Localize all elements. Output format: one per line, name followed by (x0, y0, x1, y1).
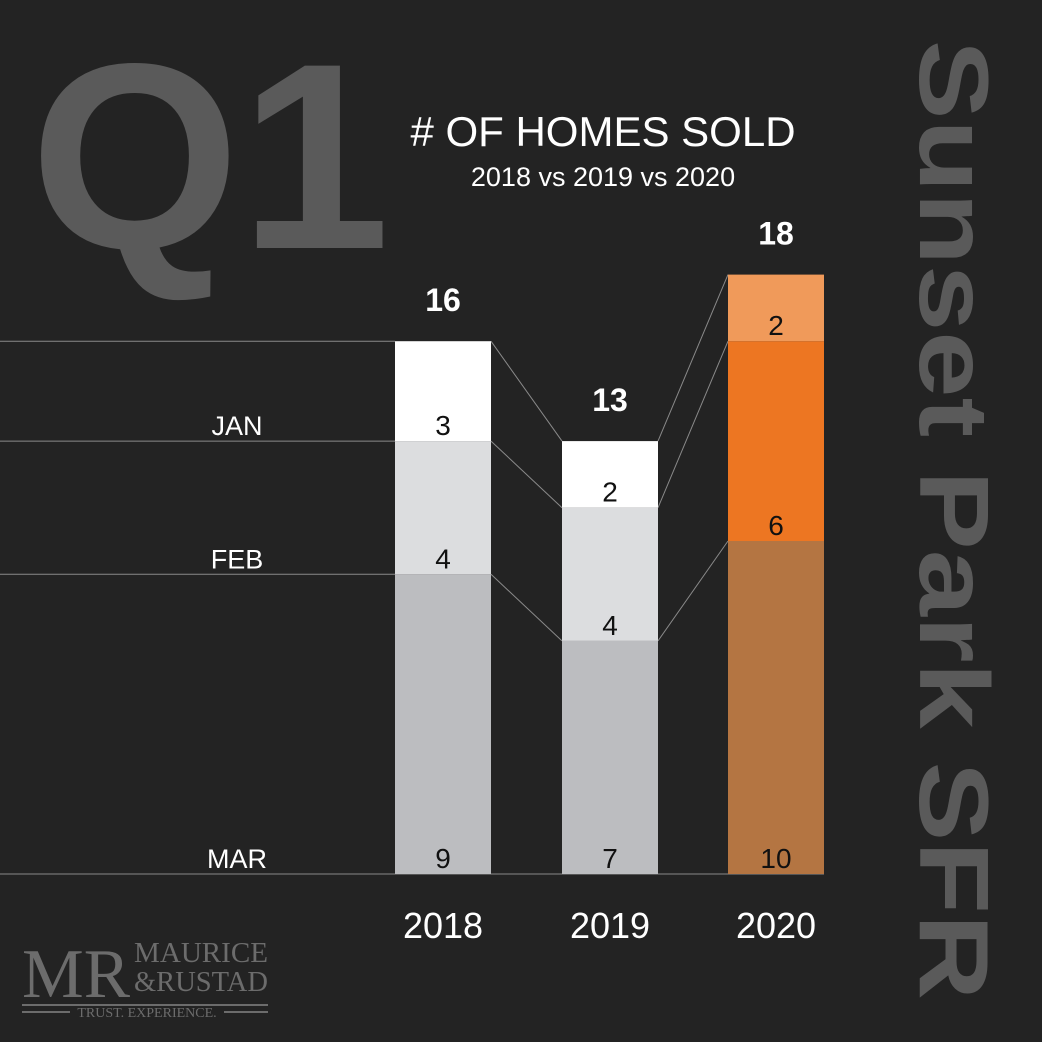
connector-2018-2019-feb (490, 440, 563, 509)
value-label-2019-jan: 2 (602, 477, 618, 508)
bar-2020-feb (728, 341, 824, 541)
chart-subtitle: 2018 vs 2019 vs 2020 (471, 162, 735, 192)
total-label-2020: 18 (758, 216, 794, 252)
legend-label-feb: FEB (211, 544, 264, 574)
legend-label-jan: JAN (211, 411, 262, 441)
quarter-label: Q1 (30, 9, 390, 305)
bar-2019-mar (562, 640, 658, 874)
value-label-2019-mar: 7 (602, 843, 618, 874)
value-label-2018-jan: 3 (435, 410, 451, 441)
bar-2020-jan (728, 274, 824, 342)
value-label-2018-feb: 4 (435, 543, 451, 574)
x-tick-2020: 2020 (736, 905, 816, 946)
value-label-2020-mar: 10 (760, 843, 791, 874)
chart-title: # OF HOMES SOLD (410, 108, 795, 155)
bar-2019-feb (562, 507, 658, 641)
legend-label-mar: MAR (207, 844, 267, 874)
connector-2018-2019-jan (490, 340, 563, 442)
bar-2018-feb (395, 441, 491, 575)
connector-2018-2019-mar (490, 573, 563, 642)
logo-name-line2: &RUSTAD (134, 967, 268, 998)
x-tick-2018: 2018 (403, 905, 483, 946)
bar-2020-mar (728, 541, 824, 874)
logo-name-line1: MAURICE (134, 938, 268, 969)
connector-2019-2020-feb (657, 341, 729, 508)
value-label-2018-mar: 9 (435, 843, 451, 874)
logo-tagline: TRUST. EXPERIENCE. (77, 1006, 216, 1021)
connector-2019-2020-jan (657, 274, 729, 442)
total-label-2018: 16 (425, 282, 461, 318)
value-label-2020-feb: 6 (768, 510, 784, 541)
bar-2019-jan (562, 441, 658, 508)
total-label-2019: 13 (592, 382, 628, 418)
bar-2018-mar (395, 574, 491, 874)
side-title: Sunset Park SFR (899, 40, 1009, 1000)
bar-2018-jan (395, 341, 491, 442)
logo-monogram: MR (22, 936, 130, 1013)
value-label-2020-jan: 2 (768, 310, 784, 341)
value-label-2019-feb: 4 (602, 610, 618, 641)
connector-2019-2020-mar (657, 540, 729, 642)
brand-logo: MR MAURICE &RUSTAD TRUST. EXPERIENCE. (22, 936, 268, 1021)
x-tick-2019: 2019 (570, 905, 650, 946)
